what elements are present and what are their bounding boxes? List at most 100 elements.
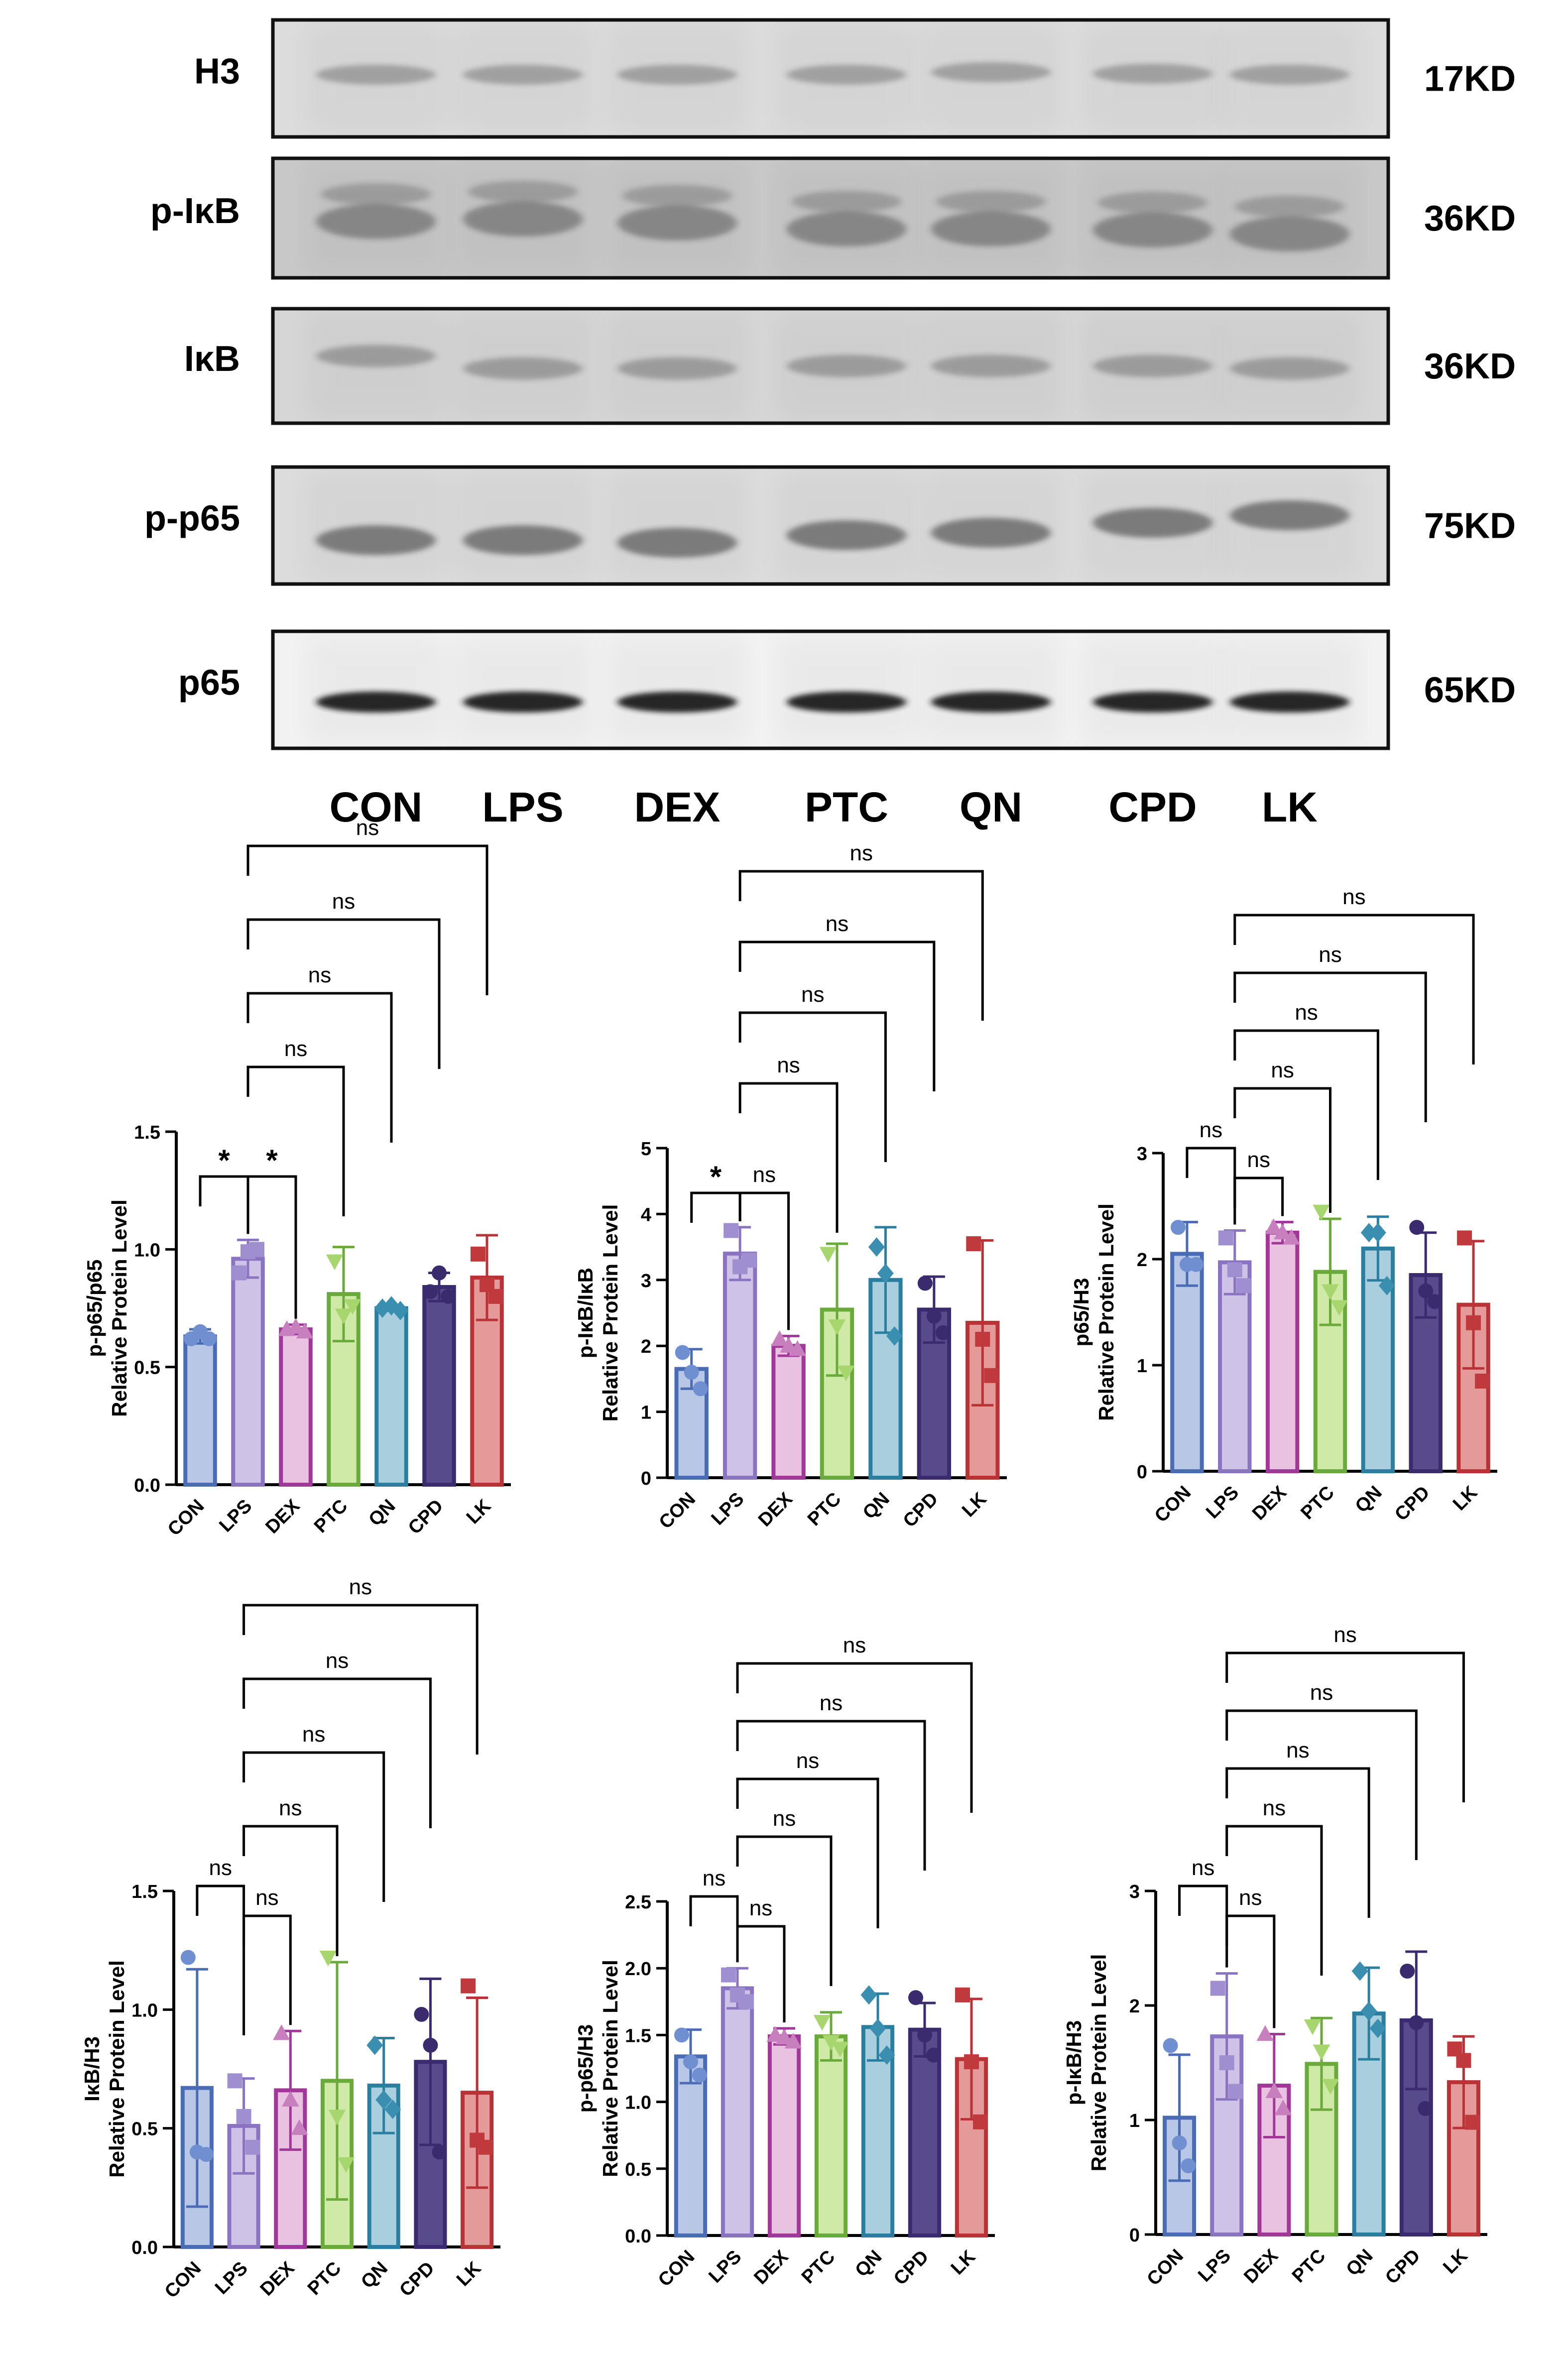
blot-row-4: p65 65KD: [178, 629, 1516, 750]
data-point: [432, 1265, 447, 1281]
bar-lps: [723, 1251, 757, 1480]
data-point: [249, 1242, 264, 1257]
data-point: [1409, 2015, 1424, 2030]
significance-label: ns: [1247, 1148, 1270, 1172]
y-tick-label: 2: [1129, 1996, 1140, 2017]
y-tick-label: 1: [1129, 2111, 1140, 2131]
lane-shade: [1083, 636, 1222, 743]
data-point: [461, 1978, 476, 1994]
protein-band: [931, 518, 1051, 548]
lane-shade: [453, 636, 593, 743]
bar-chart-5: 0 1 2 3 p-IκB/H3 Relative Protein Level CON LPS…: [1062, 1623, 1487, 2290]
data-point: [1210, 1981, 1225, 1996]
significance-bracket: [242, 1751, 385, 1902]
data-point: [741, 1253, 757, 1268]
bar-dex: [1265, 1230, 1300, 1473]
lane-label-con: CON: [330, 784, 423, 830]
significance-bracket: [738, 870, 984, 1021]
x-tick-label-ptc: PTC: [804, 1489, 845, 1530]
significance-label: ns: [1310, 1680, 1333, 1705]
significance-bracket: [196, 1884, 245, 2035]
data-point: [375, 2090, 392, 2110]
bar-lps: [721, 1986, 754, 2237]
significance-bracket: [689, 1895, 739, 1963]
protein-band: [463, 202, 583, 236]
significance-label: ns: [1333, 1623, 1356, 1647]
data-point: [1360, 1223, 1377, 1243]
protein-band: [787, 692, 906, 712]
data-point: [831, 2041, 849, 2058]
data-point: [683, 2054, 698, 2070]
bar-cpd: [422, 1285, 456, 1487]
data-point: [935, 1325, 951, 1340]
data-point: [1172, 2135, 1187, 2150]
significance-bracket: [199, 1175, 249, 1234]
significance-label: ns: [849, 841, 872, 865]
data-point: [287, 1318, 305, 1334]
significance-label: ns: [749, 1896, 772, 1920]
significance-bracket: [246, 992, 393, 1143]
protein-band-upper: [1098, 192, 1207, 214]
significance-label: *: [218, 1144, 230, 1177]
x-tick-label-con: CON: [1151, 1482, 1195, 1527]
y-tick-label: 3: [641, 1271, 651, 1292]
protein-band: [931, 692, 1051, 712]
x-tick-label-qn: QN: [1351, 1482, 1386, 1517]
data-point: [1427, 1294, 1443, 1309]
bar-charts: 0.00.51.01.5p-p65/p65 Relative Protein Le…: [80, 816, 1497, 2302]
x-tick-label-lk: LK: [1439, 2245, 1472, 2278]
significance-label: ns: [308, 963, 331, 987]
blot-background: [273, 631, 1388, 748]
significance-label: ns: [332, 889, 355, 914]
blot-frame: [271, 465, 1390, 586]
x-tick-label-qn: QN: [1342, 2245, 1377, 2280]
data-point: [479, 2139, 494, 2155]
bar-dex: [767, 2034, 801, 2237]
data-point: [813, 2015, 831, 2031]
y-tick-label: 0.0: [625, 2226, 651, 2247]
data-point: [693, 1381, 708, 1397]
x-tick-label-con: CON: [161, 2258, 205, 2302]
x-tick-label-qn: QN: [357, 2258, 392, 2293]
x-tick-label-lps: LPS: [211, 2258, 252, 2299]
data-point: [1322, 1284, 1339, 1300]
significance-label: ns: [1286, 1738, 1309, 1763]
significance-bracket: [242, 1604, 479, 1755]
data-point: [775, 2028, 793, 2045]
y-tick-label: 2.0: [625, 1959, 651, 1980]
molecular-weight-label: 65KD: [1424, 671, 1516, 710]
y-tick-label: 4: [641, 1204, 651, 1225]
data-point: [675, 1345, 690, 1360]
significance-bracket: [736, 1720, 926, 1871]
data-point: [1170, 1220, 1186, 1235]
significance-label: ns: [1200, 1118, 1222, 1142]
molecular-weight-label: 36KD: [1424, 199, 1516, 238]
x-tick-label-dex: DEX: [754, 1488, 797, 1530]
y-axis-title: Relative Protein Level: [1087, 1954, 1110, 2172]
protein-band: [463, 65, 583, 85]
x-tick-label-lps: LPS: [215, 1496, 256, 1536]
x-tick-label-dex: DEX: [1248, 1482, 1291, 1524]
x-tick-label-cpd: CPD: [1381, 2245, 1424, 2288]
x-tick-label-qn: QN: [364, 1496, 399, 1530]
data-point: [1466, 1315, 1481, 1330]
y-axis-title: Relative Protein Level: [108, 1199, 131, 1417]
significance-label: ns: [279, 1796, 302, 1820]
lane-shade: [607, 636, 747, 743]
significance-bracket: [1233, 1087, 1331, 1213]
y-tick-label: 1: [1137, 1356, 1147, 1377]
significance-label: ns: [777, 1053, 800, 1077]
data-point: [180, 1950, 196, 1965]
y-tick-label: 2: [641, 1336, 651, 1357]
y-tick-label: 0: [1129, 2225, 1140, 2246]
bar-chart-3: 0.0 0.5 1.0 1.5 IκB/H3 Relative Protein Level…: [80, 1575, 500, 2302]
data-point: [335, 1308, 353, 1324]
y-tick-label: 2.5: [625, 1892, 651, 1913]
bar-con: [183, 1334, 217, 1487]
data-point: [392, 1300, 409, 1320]
protein-band-upper: [1235, 196, 1344, 218]
blot-frame: [271, 156, 1390, 280]
protein-band: [1230, 65, 1349, 85]
significance-bracket: [1225, 1651, 1465, 1802]
x-tick-label-ptc: PTC: [798, 2246, 839, 2288]
